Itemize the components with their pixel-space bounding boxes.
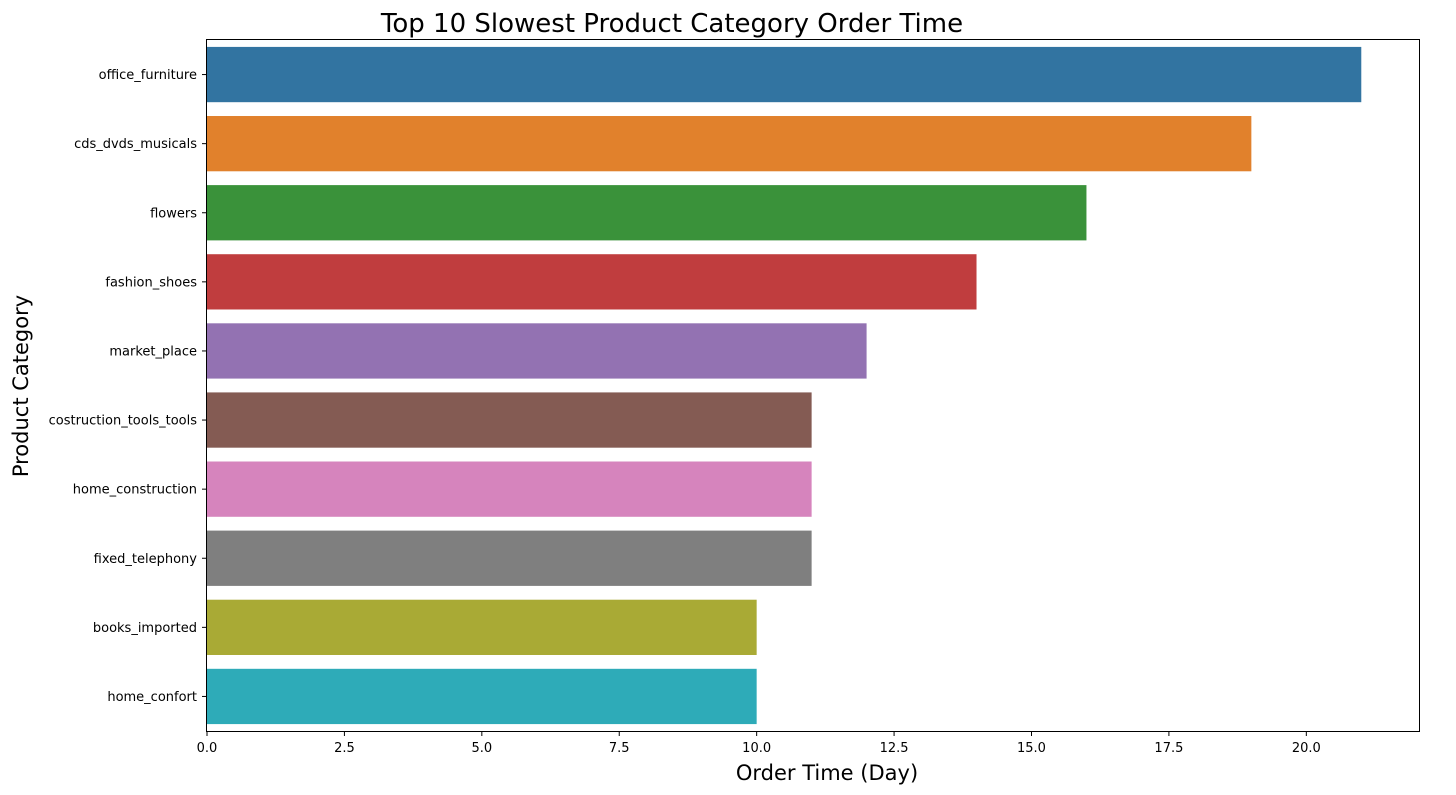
bars-group (207, 46, 1362, 725)
x-tick-label: 7.5 (609, 741, 630, 756)
y-axis-label: Product Category (9, 295, 33, 477)
y-tick-label: fixed_telephony (94, 552, 198, 567)
x-tick-label: 2.5 (334, 741, 355, 756)
bar-fashion_shoes (207, 254, 977, 310)
y-tick-label: home_confort (107, 690, 197, 705)
x-tick-label: 0.0 (197, 741, 218, 756)
chart-title: Top 10 Slowest Product Category Order Ti… (380, 9, 963, 39)
y-axis-ticks: office_furniture cds_dvds_musicalsflowers… (49, 68, 207, 705)
bar-books_imported (207, 599, 757, 655)
y-tick-label: books_imported (93, 621, 197, 636)
bar-home_construction (207, 461, 812, 517)
bar-cds_dvds_musicals (207, 116, 1252, 172)
x-axis-ticks: 0.0 2.5 5.0 7.5 10.0 12.5 15.0 17.5 20.0 (197, 731, 1321, 756)
y-tick-label: office_furniture (99, 68, 197, 83)
bar-fixed_telephony (207, 530, 812, 586)
x-tick-label: 20.0 (1292, 741, 1321, 756)
y-tick-label: home_construction (73, 483, 197, 498)
x-axis-label: Order Time (Day) (736, 761, 918, 785)
bar-costruction_tools_tools (207, 392, 812, 448)
x-tick-label: 10.0 (742, 741, 771, 756)
y-tick-label: fashion_shoes (105, 275, 197, 290)
bar-home_confort (207, 668, 757, 725)
x-tick-label: 5.0 (471, 741, 492, 756)
bar-office_furniture (207, 46, 1362, 103)
y-tick-label: market_place (109, 344, 197, 359)
plot-frame (206, 39, 1420, 732)
x-tick-label: 17.5 (1154, 741, 1183, 756)
y-tick-label: flowers (150, 206, 197, 221)
x-tick-label: 15.0 (1017, 741, 1046, 756)
y-tick-label: costruction_tools_tools (49, 414, 198, 429)
y-tick-label: cds_dvds_musicals (74, 137, 197, 152)
x-tick-label: 12.5 (880, 741, 909, 756)
bar-market_place (207, 323, 867, 379)
bar-flowers (207, 185, 1087, 241)
